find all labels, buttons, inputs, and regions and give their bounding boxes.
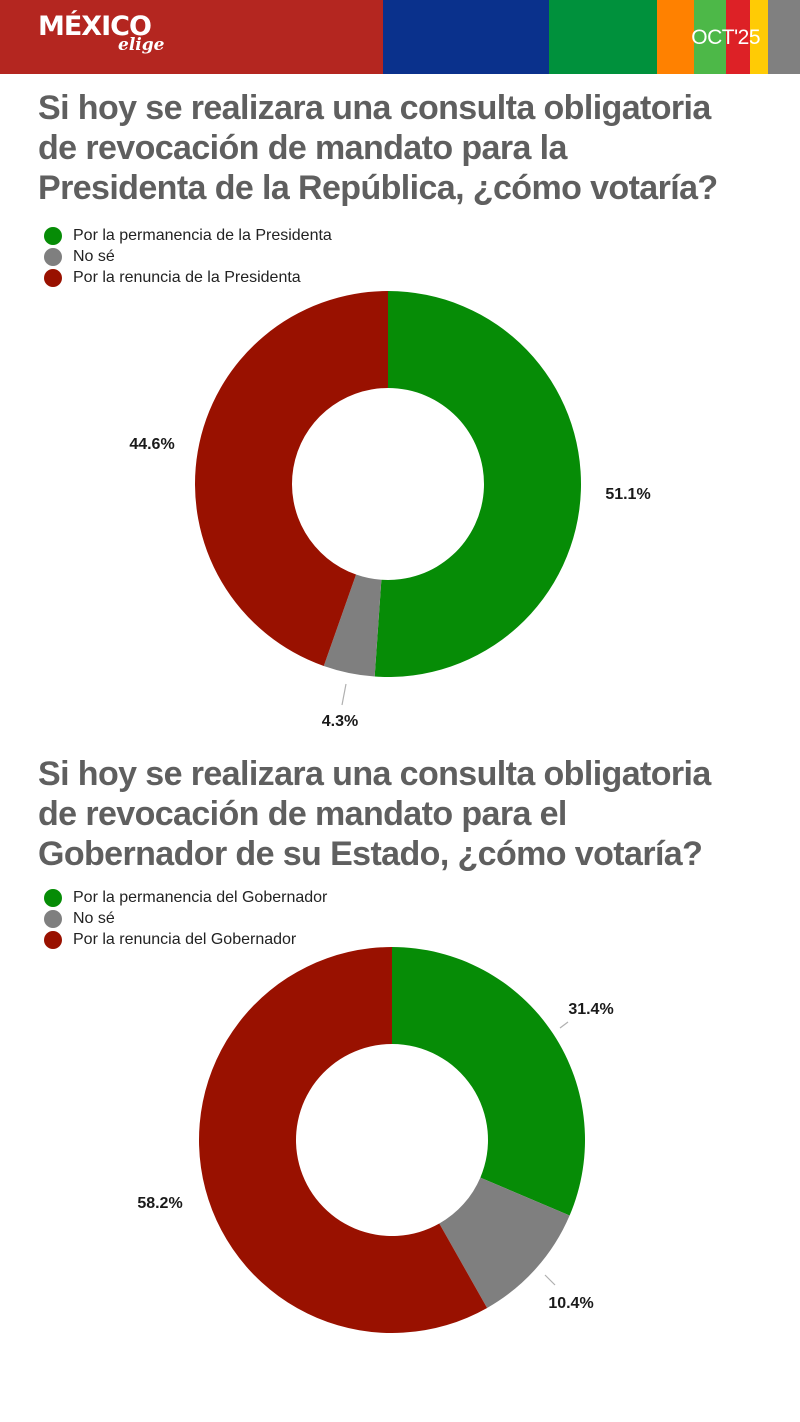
legend-dot-grey-icon [44, 909, 62, 928]
chart-2-donut: 31.4% 10.4% 58.2% [137, 947, 614, 1333]
title-line: de revocación de mandato para el [38, 795, 567, 833]
chart-1-donut: 51.1% 4.3% 44.6% [129, 291, 651, 730]
legend-dot-red-icon [44, 268, 62, 287]
legend-item-permanencia: Por la permanencia del Gobernador [44, 887, 327, 908]
legend-label: Por la renuncia del Gobernador [73, 930, 297, 948]
donut-slice-permanencia [392, 947, 586, 1216]
color-block-green [549, 0, 657, 74]
label-leader-line [341, 683, 347, 706]
legend-dot-green-icon [44, 226, 62, 245]
legend-item-no-se: No sé [44, 908, 327, 929]
legend-item-no-se: No sé [44, 246, 332, 267]
color-block-light-green [694, 0, 726, 74]
edition-date: OCT'25 [691, 26, 760, 49]
chart-2-title: Si hoy se realizara una consulta obligat… [38, 754, 778, 874]
color-block-blue [383, 0, 549, 74]
legend-item-renuncia: Por la renuncia de la Presidenta [44, 267, 332, 288]
legend-label: Por la permanencia de la Presidenta [73, 226, 332, 244]
legend-dot-green-icon [44, 888, 62, 907]
donut-slice-renuncia [199, 947, 488, 1333]
percent-label-permanencia: 51.1% [605, 486, 650, 503]
label-leader-line [544, 1274, 556, 1286]
donut-slice-renuncia [194, 291, 388, 666]
brand-main: MÉXICO [38, 11, 152, 42]
label-leader-line [559, 1021, 569, 1029]
title-line: Si hoy se realizara una consulta obligat… [38, 755, 711, 793]
color-block-yellow [750, 0, 768, 74]
legend-label: No sé [73, 247, 115, 265]
header-banner [0, 0, 800, 74]
donut-slice-no-se [439, 1177, 570, 1308]
title-line: de revocación de mandato para la [38, 129, 567, 167]
percent-label-no-se: 10.4% [548, 1295, 593, 1312]
color-block-red2 [726, 0, 750, 74]
color-block-red [0, 0, 383, 74]
percent-label-permanencia: 31.4% [568, 1001, 613, 1018]
color-block-orange [657, 0, 694, 74]
title-line: Presidenta de la República, ¿cómo votarí… [38, 169, 718, 207]
chart-2-legend: Por la permanencia del Gobernador No sé … [44, 887, 327, 950]
donut-slice-no-se [323, 574, 382, 677]
legend-dot-grey-icon [44, 247, 62, 266]
chart-1-title: Si hoy se realizara una consulta obligat… [38, 88, 778, 208]
legend-dot-red-icon [44, 930, 62, 949]
legend-label: No sé [73, 909, 115, 927]
legend-item-permanencia: Por la permanencia de la Presidenta [44, 225, 332, 246]
brand-sub: elige [118, 35, 165, 55]
brand-logo: MÉXICO elige [38, 11, 164, 55]
percent-label-renuncia: 58.2% [137, 1195, 182, 1212]
title-line: Si hoy se realizara una consulta obligat… [38, 89, 711, 127]
percent-label-no-se: 4.3% [322, 713, 358, 730]
legend-item-renuncia: Por la renuncia del Gobernador [44, 929, 327, 950]
percent-label-renuncia: 44.6% [129, 436, 174, 453]
color-block-grey [768, 0, 800, 74]
legend-label: Por la renuncia de la Presidenta [73, 268, 301, 286]
chart-1-legend: Por la permanencia de la Presidenta No s… [44, 225, 332, 288]
legend-label: Por la permanencia del Gobernador [73, 888, 328, 906]
title-line: Gobernador de su Estado, ¿cómo votaría? [38, 835, 703, 873]
donut-slice-permanencia [374, 291, 582, 678]
